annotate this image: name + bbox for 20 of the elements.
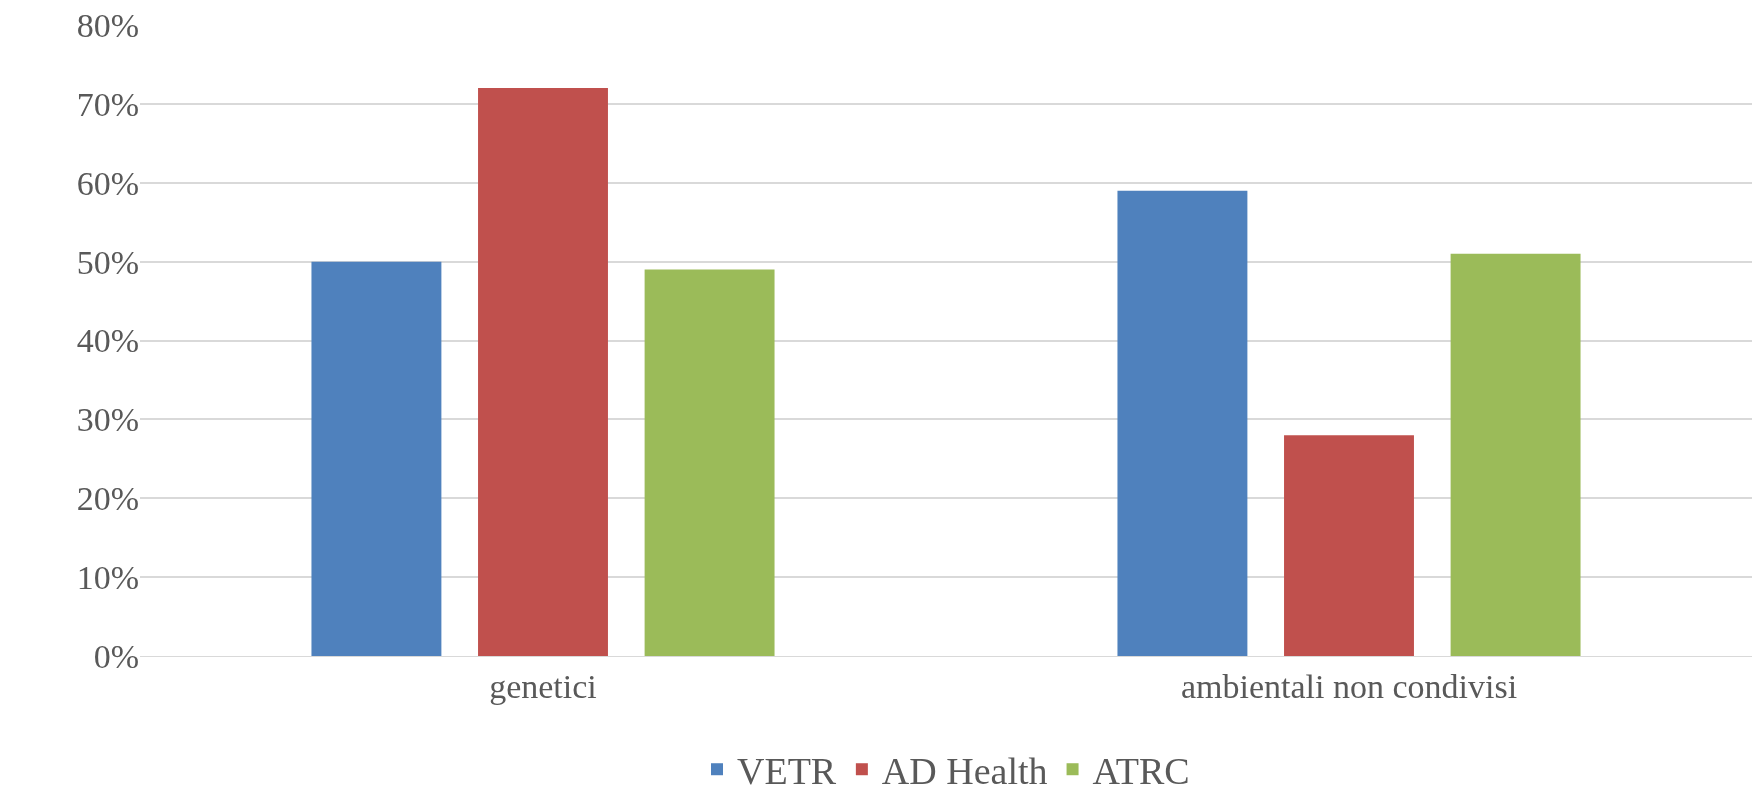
y-tick-label: 20% bbox=[76, 480, 139, 518]
y-tick-label: 10% bbox=[76, 559, 139, 597]
bar bbox=[1450, 253, 1581, 656]
y-tick-label: 80% bbox=[76, 6, 139, 44]
bar bbox=[478, 88, 608, 656]
bar bbox=[311, 261, 442, 656]
legend-label: ATRC bbox=[1092, 750, 1190, 793]
bar bbox=[1284, 435, 1414, 656]
y-tick-label: 60% bbox=[76, 164, 139, 202]
y-tick-label: 30% bbox=[76, 401, 139, 439]
x-tick-label: ambientali non condivisi bbox=[1180, 667, 1518, 705]
bar bbox=[644, 269, 775, 656]
legend-label: VETR bbox=[737, 750, 837, 793]
legend-label: AD Health bbox=[881, 750, 1048, 793]
y-tick-label: 70% bbox=[76, 85, 139, 123]
y-tick-label: 50% bbox=[76, 243, 139, 281]
y-tick-label: 0% bbox=[93, 637, 139, 675]
x-tick-label: genetici bbox=[489, 667, 597, 705]
y-tick-label: 40% bbox=[76, 322, 139, 360]
bar bbox=[1117, 190, 1248, 656]
